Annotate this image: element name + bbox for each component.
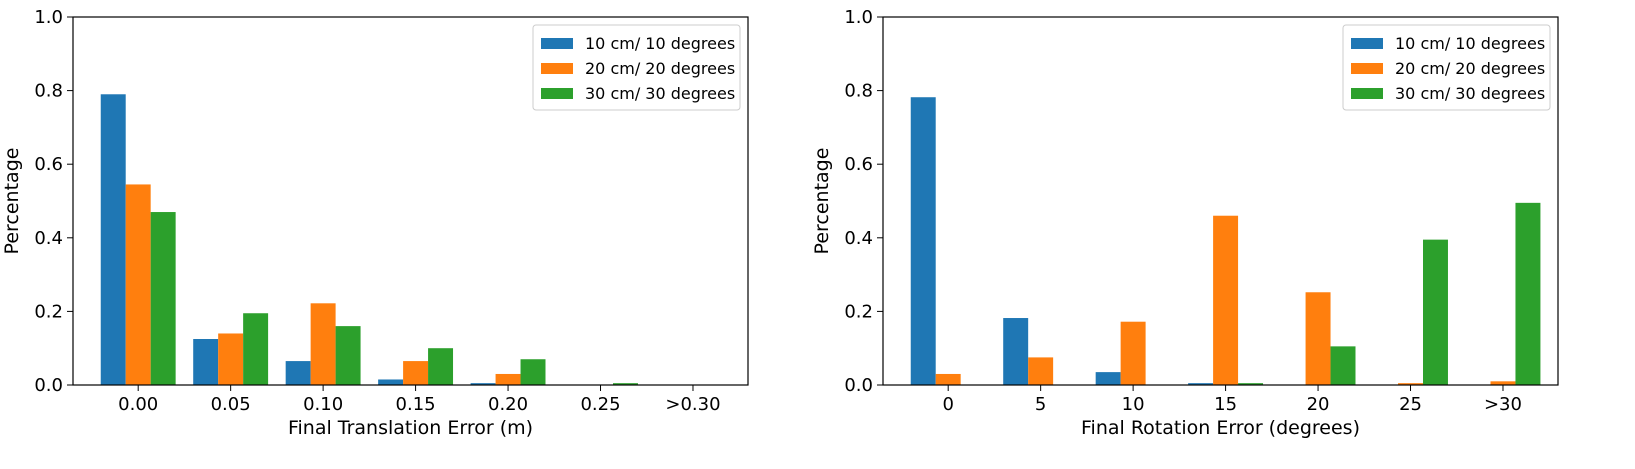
- bar-3-25: [1423, 239, 1448, 385]
- translation-error-chart: 0.0 0.2 0.4 0.6 0.8 1.0 0.00 0.05 0.10 0.15 0.20 0.…: [1, 7, 749, 439]
- x-tick-label: 25: [1399, 394, 1422, 415]
- x-tick-label: 0.00: [118, 394, 158, 415]
- bar-2-10: [1120, 321, 1146, 385]
- legend-label-1: 10 cm/ 10 degrees: [1395, 34, 1545, 53]
- bar-2-0: [935, 373, 961, 385]
- legend-label-3: 30 cm/ 30 degrees: [585, 84, 735, 103]
- y-tick-label: 0.2: [844, 301, 873, 322]
- y-axis-label: Percentage: [1, 148, 23, 255]
- x-tick-label: 5: [1035, 394, 1046, 415]
- bar-1-0: [910, 97, 936, 385]
- rotation-error-chart: 0.0 0.2 0.4 0.6 0.8 1.0 0 5 10 15 20 25 >30 Final Rot…: [811, 7, 1559, 439]
- legend-label-1: 10 cm/ 10 degrees: [585, 34, 735, 53]
- legend: 10 cm/ 10 degrees 20 cm/ 20 degrees 30 cm/…: [1342, 24, 1551, 111]
- bar-1-15: [1188, 383, 1214, 385]
- y-tick-label: 0.4: [844, 228, 873, 249]
- bar-3-15: [1238, 383, 1264, 385]
- bar-1-0.20: [470, 383, 496, 385]
- bar-2-0.05: [218, 333, 244, 385]
- legend-label-3: 30 cm/ 30 degrees: [1395, 84, 1545, 103]
- legend-box: [1342, 24, 1551, 111]
- bar-3-0.20: [520, 359, 546, 385]
- bar-2-15: [1213, 215, 1239, 385]
- legend-swatch-2: [541, 63, 573, 74]
- bar-2-5: [1028, 357, 1054, 385]
- y-tick-label: 1.0: [34, 7, 63, 28]
- legend-label-2: 20 cm/ 20 degrees: [1395, 59, 1545, 78]
- y-tick-label: 0.4: [34, 228, 63, 249]
- x-tick-label: 10: [1122, 394, 1145, 415]
- x-tick-label: >0.30: [665, 394, 720, 415]
- bar-1-5: [1003, 318, 1029, 385]
- x-tick-label: >30: [1484, 394, 1522, 415]
- x-axis-label: Final Translation Error (m): [288, 417, 533, 439]
- legend-box: [532, 24, 741, 111]
- legend-swatch-3: [1351, 88, 1383, 99]
- bar-3-0.05: [243, 313, 269, 385]
- bar-2-0.15: [403, 361, 429, 385]
- bar-1-0.05: [193, 339, 219, 385]
- x-tick-label: 0: [942, 394, 953, 415]
- y-tick-label: 0.8: [34, 81, 63, 102]
- x-tick-label: 0.05: [211, 394, 251, 415]
- x-tick-label: 15: [1214, 394, 1237, 415]
- y-tick-label: 0.8: [844, 81, 873, 102]
- bar-2-25: [1398, 383, 1423, 385]
- y-tick-label: 0.0: [844, 375, 873, 396]
- bar-2-0.20: [495, 373, 521, 385]
- x-tick-label: 0.10: [303, 394, 343, 415]
- y-tick-label: 0.2: [34, 301, 63, 322]
- bar-1-0.10: [285, 361, 311, 385]
- bar-3-0.25: [613, 383, 638, 385]
- x-tick-label: 0.25: [580, 394, 620, 415]
- bar-2-20: [1305, 292, 1331, 385]
- bar-1-0.00: [100, 94, 126, 385]
- legend: 10 cm/ 10 degrees 20 cm/ 20 degrees 30 cm/…: [532, 24, 741, 111]
- bar-2-0.00: [125, 184, 151, 385]
- y-tick-label: 1.0: [844, 7, 873, 28]
- legend-swatch-1: [541, 38, 573, 49]
- x-tick-label: 0.20: [488, 394, 528, 415]
- axes-frame: [72, 16, 749, 386]
- bar-1-10: [1095, 372, 1121, 385]
- legend-label-2: 20 cm/ 20 degrees: [585, 59, 735, 78]
- bar-1-0.15: [378, 379, 404, 385]
- legend-swatch-2: [1351, 63, 1383, 74]
- y-tick-label: 0.6: [34, 154, 63, 175]
- bar-2->30: [1490, 381, 1516, 385]
- bar-3->30: [1515, 202, 1541, 385]
- bar-2-0.10: [310, 303, 336, 385]
- bar-3-0.15: [428, 348, 454, 385]
- x-tick-label: 0.15: [396, 394, 436, 415]
- y-tick-label: 0.0: [34, 375, 63, 396]
- bar-3-20: [1330, 346, 1356, 385]
- bar-3-0.10: [335, 326, 361, 385]
- axes-frame: [882, 16, 1559, 386]
- y-tick-label: 0.6: [844, 154, 873, 175]
- legend-swatch-3: [541, 88, 573, 99]
- legend-swatch-1: [1351, 38, 1383, 49]
- x-tick-label: 20: [1307, 394, 1330, 415]
- y-axis-label: Percentage: [811, 148, 833, 255]
- bar-3-0.00: [150, 212, 176, 385]
- x-axis-label: Final Rotation Error (degrees): [1081, 417, 1360, 439]
